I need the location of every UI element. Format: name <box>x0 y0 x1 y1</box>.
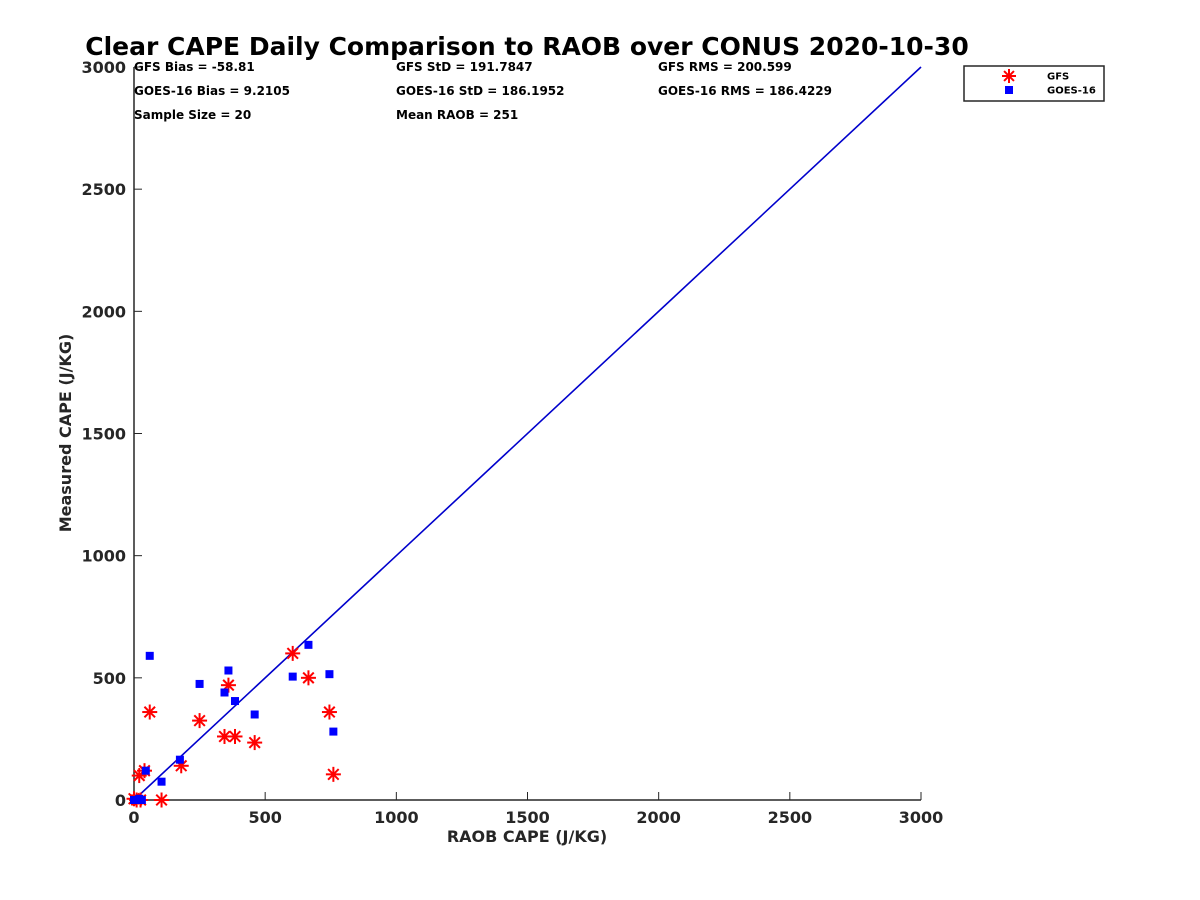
point-goes-16 <box>329 727 338 736</box>
point-goes-16 <box>288 672 297 681</box>
y-tick-label: 3000 <box>81 58 126 77</box>
point-gfs <box>247 735 263 751</box>
y-tick-label: 2000 <box>81 302 126 321</box>
x-axis-label: RAOB CAPE (J/KG) <box>447 827 607 846</box>
chart-title: Clear CAPE Daily Comparison to RAOB over… <box>85 32 968 61</box>
y-tick-label: 1500 <box>81 425 126 444</box>
x-tick-label: 2000 <box>636 808 681 827</box>
stat-text: GOES-16 Bias = 9.2105 <box>134 84 290 98</box>
stat-text: GFS Bias = -58.81 <box>134 60 255 74</box>
stat-text: GOES-16 RMS = 186.4229 <box>658 84 832 98</box>
legend-marker-goes-16 <box>1005 86 1013 94</box>
point-gfs <box>300 670 316 686</box>
point-gfs <box>321 704 337 720</box>
point-goes-16 <box>195 679 204 688</box>
x-tick-label: 2500 <box>768 808 813 827</box>
x-tick-label: 3000 <box>899 808 944 827</box>
point-goes-16 <box>145 651 154 660</box>
point-goes-16 <box>224 666 233 675</box>
x-tick-label: 500 <box>248 808 281 827</box>
point-goes-16 <box>220 688 229 697</box>
x-tick-label: 0 <box>128 808 139 827</box>
point-gfs <box>227 728 243 744</box>
plot-area <box>126 66 922 808</box>
legend-label-gfs: GFS <box>1047 72 1069 83</box>
point-goes-16 <box>230 697 239 706</box>
one-to-one-line <box>133 66 922 801</box>
legend-marker-gfs <box>1002 69 1016 83</box>
point-goes-16 <box>137 796 146 804</box>
point-gfs <box>325 766 341 782</box>
axes: 0 500 1000 1500 2000 2500 3000 0 500 1000 1500 2000… <box>81 58 943 827</box>
legend-label-goes-16: GOES-16 <box>1047 86 1096 97</box>
point-goes-16 <box>157 777 166 786</box>
point-goes-16 <box>304 640 313 649</box>
stat-text: GOES-16 StD = 186.1952 <box>396 84 565 98</box>
stat-text: GFS StD = 191.7847 <box>396 60 533 74</box>
y-tick-label: 2500 <box>81 180 126 199</box>
point-goes-16 <box>325 670 334 679</box>
y-axis-label: Measured CAPE (J/KG) <box>56 334 75 533</box>
legend: GFS GOES-16 <box>963 65 1105 102</box>
y-tick-label: 0 <box>115 791 126 810</box>
legend-box <box>963 65 1105 102</box>
point-goes-16 <box>175 755 184 764</box>
point-goes-16 <box>250 710 259 719</box>
point-gfs <box>154 792 170 808</box>
y-tick-label: 1000 <box>81 547 126 566</box>
point-gfs <box>285 645 301 661</box>
y-tick-label: 500 <box>93 669 126 688</box>
x-tick-label: 1500 <box>505 808 550 827</box>
stats-block: GFS Bias = -58.81 GFS StD = 191.7847 GFS R… <box>134 60 832 122</box>
x-tick-label: 1000 <box>374 808 419 827</box>
stat-text: Sample Size = 20 <box>134 108 251 122</box>
point-goes-16 <box>141 766 150 775</box>
stat-text: Mean RAOB = 251 <box>396 108 518 122</box>
point-gfs <box>142 704 158 720</box>
point-gfs <box>192 713 208 729</box>
stat-text: GFS RMS = 200.599 <box>658 60 792 74</box>
